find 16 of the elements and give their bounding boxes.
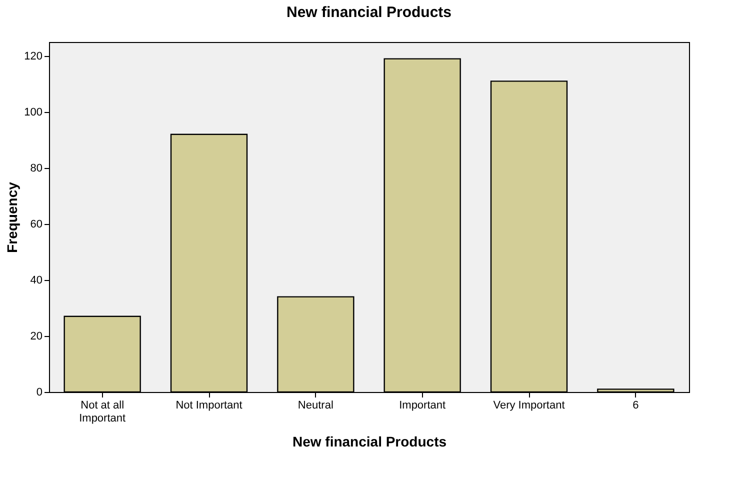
y-tick-label: 60 — [30, 218, 42, 230]
y-tick-label: 0 — [36, 386, 42, 398]
y-axis-title: Frequency — [4, 182, 20, 253]
x-tick-label: Important — [399, 400, 446, 412]
y-tick-label: 120 — [24, 50, 42, 62]
y-tick-label: 40 — [30, 274, 42, 286]
y-tick-label: 100 — [24, 106, 42, 118]
x-tick-label: Neutral — [298, 400, 334, 412]
x-tick-label: Not Important — [176, 400, 242, 412]
x-axis-title: New financial Products — [292, 434, 447, 450]
y-tick-label: 20 — [30, 330, 42, 342]
x-tick-label: 6 — [632, 400, 639, 412]
x-tick-label: Not at all Important — [79, 400, 126, 424]
y-tick-label: 80 — [30, 162, 42, 174]
x-tick-label: Very Important — [493, 400, 565, 412]
chart-title: New financial Products — [286, 4, 452, 21]
